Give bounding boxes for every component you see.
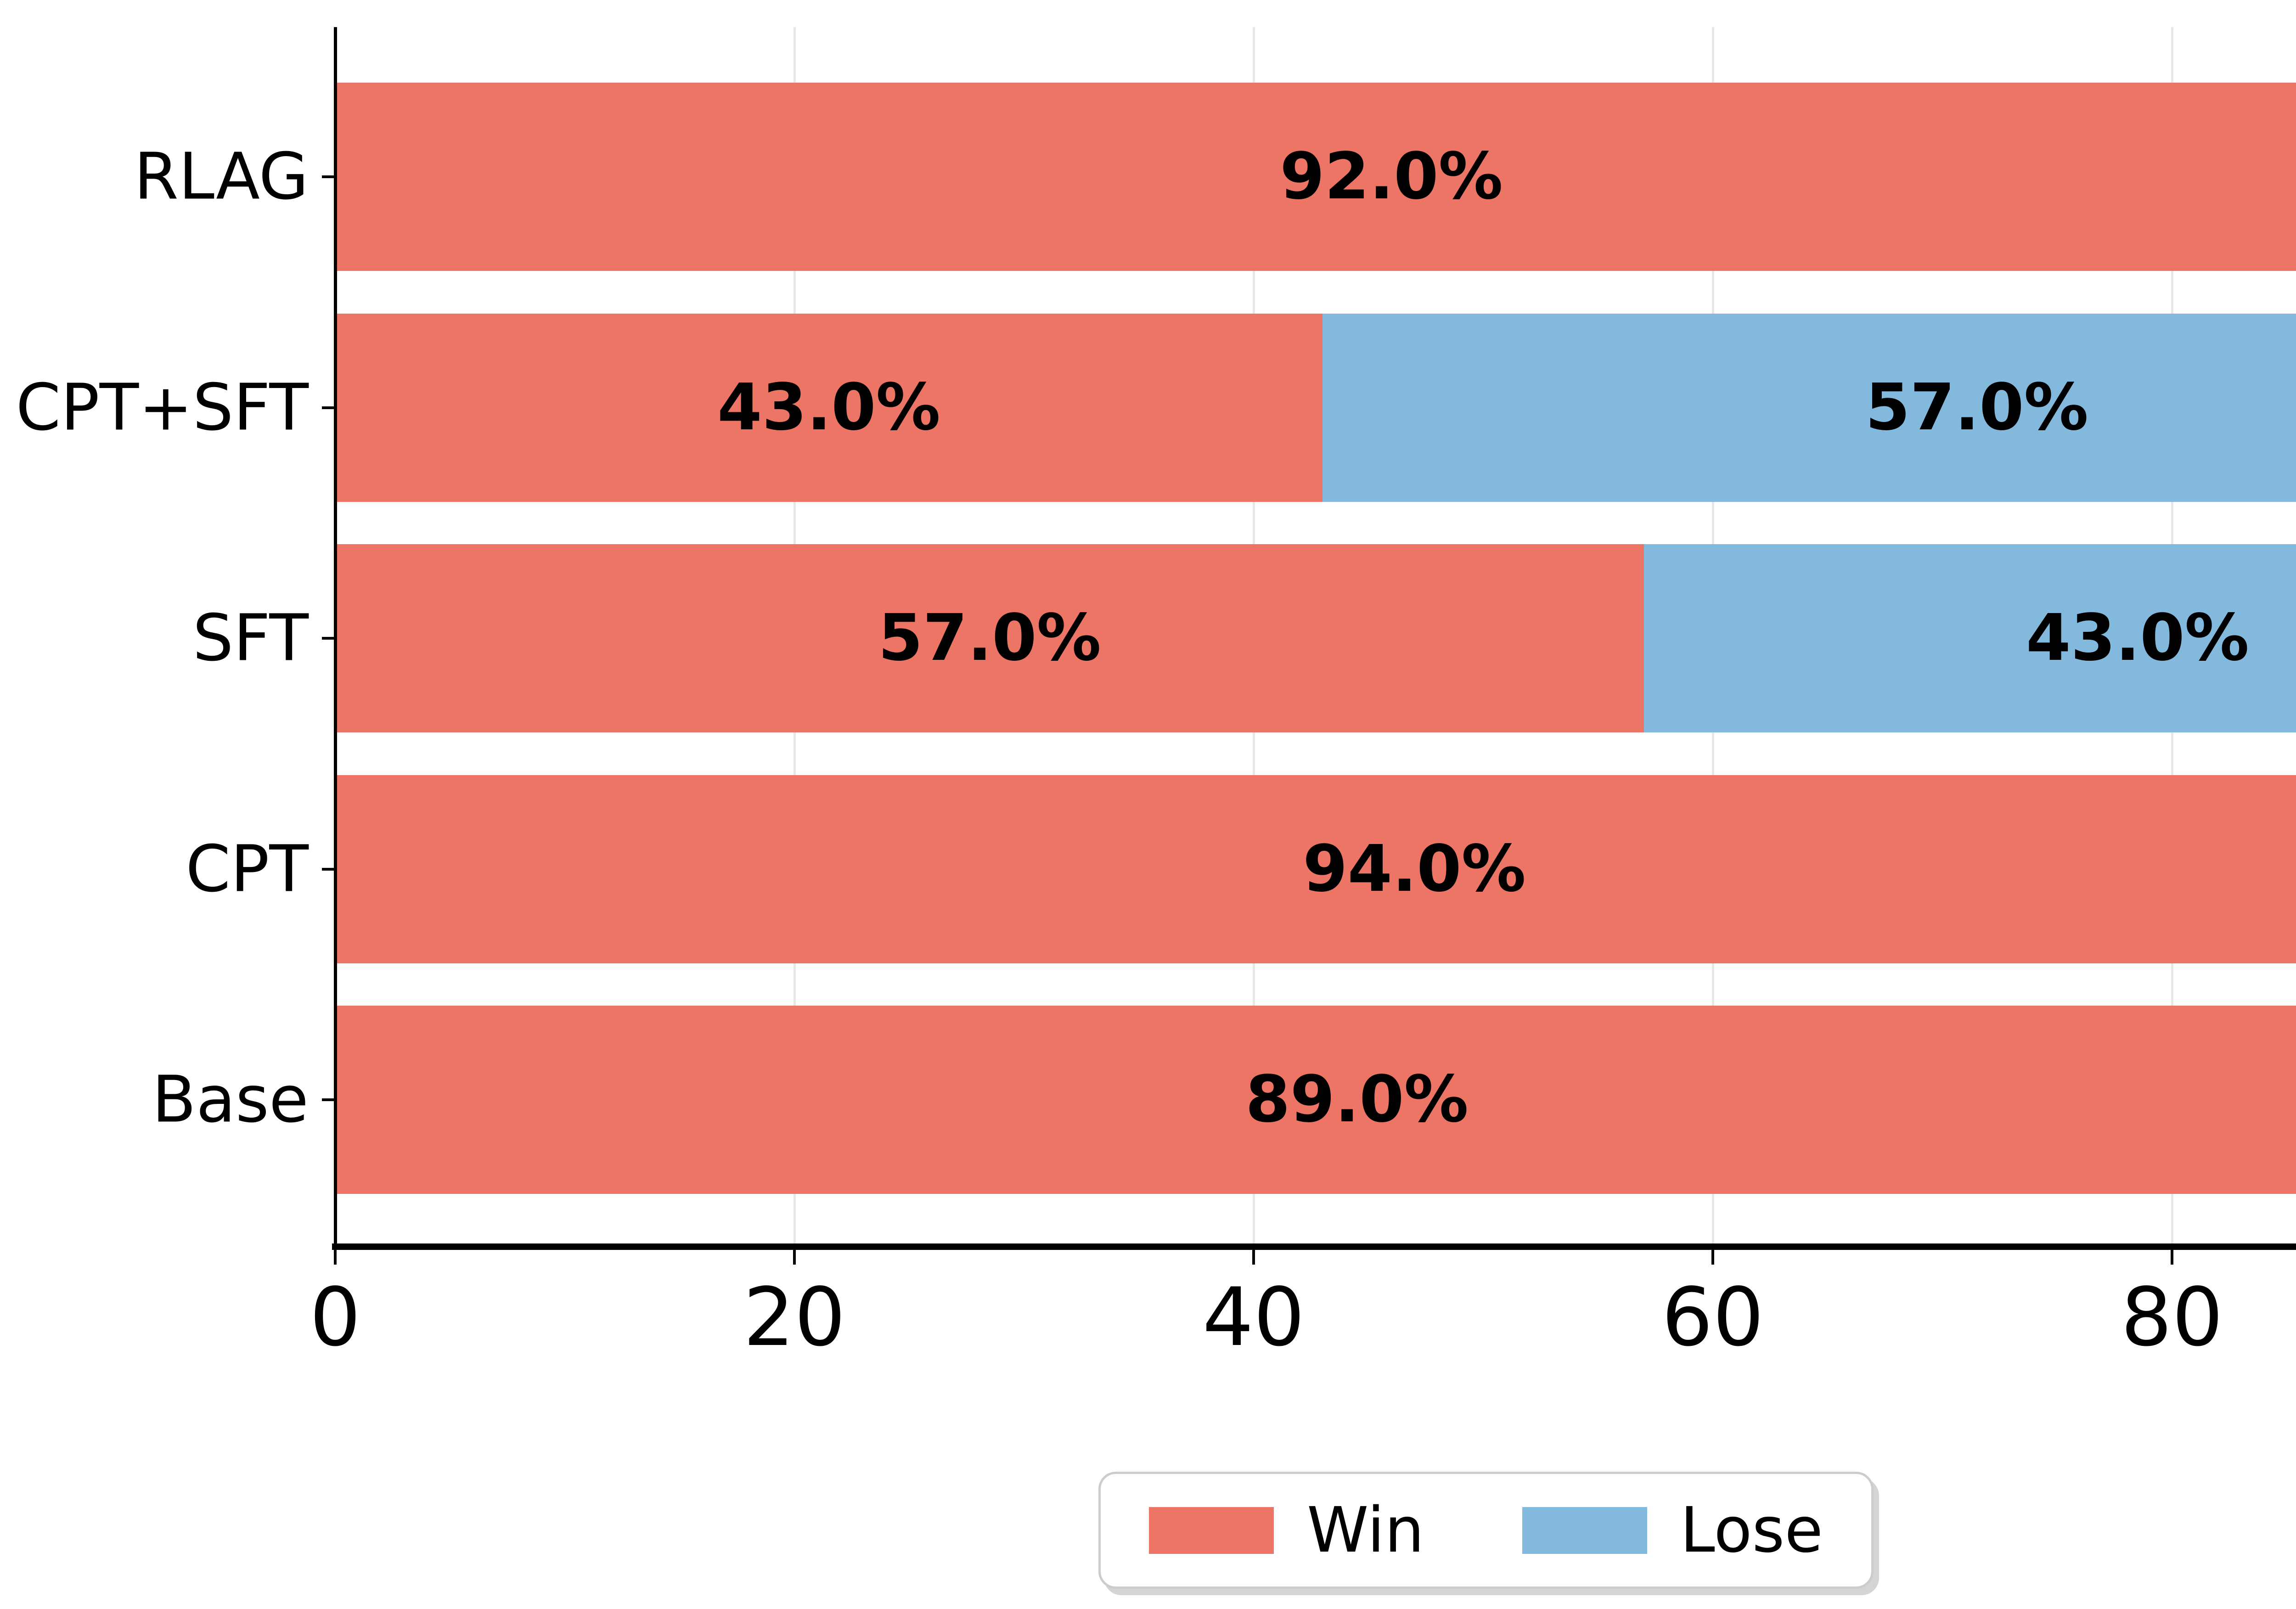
legend-label: Win: [1307, 1494, 1424, 1567]
lose-value-label: 57.0%: [1865, 370, 2088, 445]
category-label: CPT+SFT: [16, 370, 309, 445]
win-bar-segment: [335, 775, 2296, 963]
legend-swatch-lose: [1522, 1507, 1647, 1554]
x-tick: [1252, 1250, 1255, 1265]
y-tick: [322, 1098, 334, 1101]
x-tick-label: 0: [310, 1271, 361, 1364]
x-tick: [793, 1250, 796, 1265]
y-tick: [322, 406, 334, 409]
win-bar-segment: [335, 83, 2296, 271]
win-bar-segment: [335, 544, 1644, 732]
category-label: CPT: [186, 832, 309, 906]
x-tick: [2171, 1250, 2173, 1265]
category-label: RLAG: [134, 139, 309, 214]
x-tick-label: 40: [1202, 1271, 1305, 1364]
x-axis-line: [332, 1243, 2296, 1250]
win-value-label: 57.0%: [878, 601, 1101, 675]
x-tick-label: 60: [1661, 1271, 1764, 1364]
y-axis-line: [334, 27, 337, 1250]
win-value-label: 92.0%: [1280, 139, 1503, 214]
win-bar-segment: [335, 1006, 2296, 1194]
lose-bar-segment: [1322, 313, 2296, 502]
legend-label: Lose: [1680, 1494, 1823, 1567]
win-value-label: 89.0%: [1245, 1062, 1469, 1137]
y-tick: [322, 175, 334, 178]
x-tick-label: 80: [2121, 1271, 2223, 1364]
x-tick-label: 20: [743, 1271, 846, 1364]
lose-bar-segment: [1644, 544, 2296, 732]
x-tick: [1711, 1250, 1714, 1265]
legend-item-lose: Lose: [1522, 1499, 1823, 1562]
legend-item-win: Win: [1149, 1499, 1424, 1562]
lose-value-label: 43.0%: [2026, 601, 2249, 675]
category-label: SFT: [192, 601, 309, 676]
x-tick: [334, 1250, 337, 1265]
y-tick: [322, 867, 334, 871]
legend-swatch-win: [1149, 1507, 1274, 1554]
y-tick: [322, 637, 334, 640]
win-value-label: 94.0%: [1303, 831, 1526, 906]
win-bar-segment: [335, 313, 1322, 502]
legend: Win Lose: [1098, 1472, 1874, 1589]
category-label: Base: [152, 1062, 309, 1137]
win-value-label: 43.0%: [717, 370, 940, 445]
